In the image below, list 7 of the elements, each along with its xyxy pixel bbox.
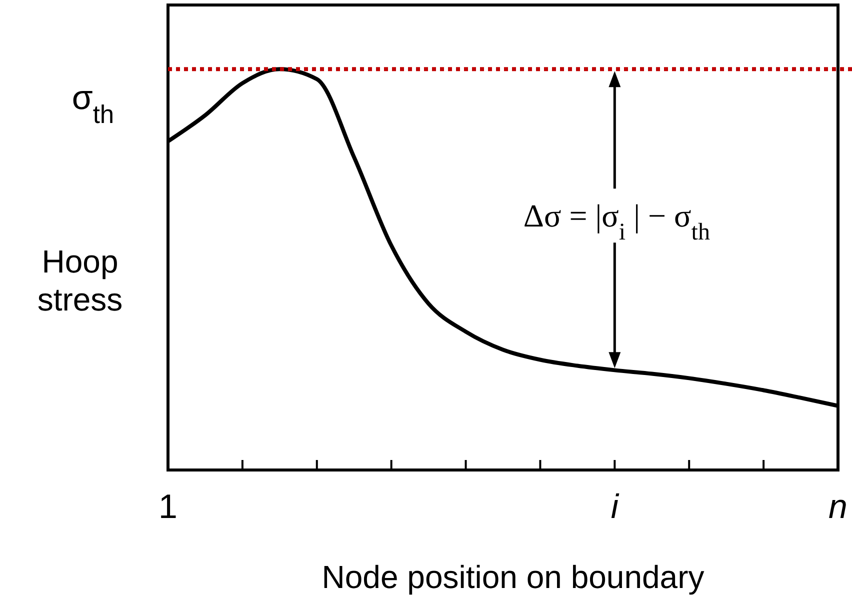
y-axis-title: Hoop stress [37,244,123,318]
annotation: Δσ = |σ$_{i}$ | − σ$_{th}$ [523,198,710,246]
x-axis-title: Node position on boundary [322,559,704,595]
x-tick-label: 1 [158,488,178,526]
ref-line-label: σ$_{th}$ [72,79,114,130]
x-tick-label: i [610,488,620,526]
x-tick-label: n [828,488,848,526]
